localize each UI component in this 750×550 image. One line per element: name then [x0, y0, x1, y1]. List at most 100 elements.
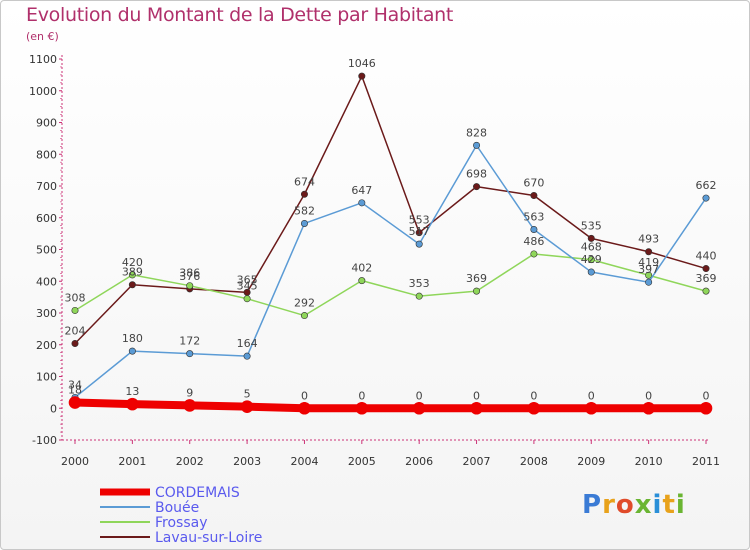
data-label-frossay: 308 [65, 291, 86, 304]
data-label-bou-e: 429 [581, 253, 602, 266]
data-point-cordemais [298, 401, 311, 415]
data-label-frossay: 468 [581, 241, 602, 254]
data-label-frossay: 419 [638, 256, 659, 269]
unit-label: (en €) [26, 30, 59, 43]
data-point-bou-e [358, 199, 366, 207]
data-label-cordemais: 0 [645, 389, 652, 402]
data-point-frossay [186, 282, 194, 290]
data-point-cordemais [470, 401, 483, 415]
logo-letter: t [662, 490, 676, 520]
data-label-lavau-sur-loire: 365 [237, 273, 258, 286]
x-tick-label: 2009 [577, 455, 605, 468]
data-label-frossay: 345 [237, 280, 258, 293]
y-tick-label: 800 [36, 148, 57, 161]
data-point-cordemais [355, 401, 369, 415]
data-point-frossay [645, 271, 653, 279]
data-label-lavau-sur-loire: 674 [294, 175, 315, 188]
data-point-frossay [300, 312, 308, 320]
data-label-lavau-sur-loire: 670 [523, 177, 544, 190]
data-point-frossay [530, 250, 538, 258]
series-line-bou-e [74, 144, 707, 399]
logo-letter: r [602, 490, 616, 520]
data-point-cordemais [126, 397, 139, 411]
data-label-cordemais: 0 [530, 389, 537, 402]
data-point-cordemais [699, 401, 713, 415]
data-label-lavau-sur-loire: 204 [65, 324, 86, 337]
data-point-frossay [243, 295, 251, 303]
x-tick-label: 2011 [692, 455, 720, 468]
data-label-frossay: 353 [409, 277, 430, 290]
data-label-cordemais: 5 [244, 388, 251, 401]
y-tick-label: 0 [50, 402, 57, 415]
y-tick-label: 900 [36, 117, 57, 130]
data-point-cordemais [642, 401, 655, 415]
x-tick-label: 2000 [61, 455, 89, 468]
series-layer [68, 72, 713, 415]
data-label-bou-e: 662 [696, 179, 717, 192]
data-label-lavau-sur-loire: 376 [179, 270, 200, 283]
data-label-cordemais: 0 [473, 389, 480, 402]
data-label-lavau-sur-loire: 1046 [348, 57, 376, 70]
data-label-cordemais: 0 [416, 389, 423, 402]
data-point-bou-e [645, 278, 653, 286]
x-tick-label: 2002 [176, 455, 204, 468]
data-label-bou-e: 172 [179, 335, 200, 348]
data-point-cordemais [412, 401, 426, 415]
data-point-cordemais [584, 401, 598, 415]
data-point-bou-e [530, 225, 538, 233]
data-label-frossay: 369 [696, 272, 717, 285]
data-point-bou-e [186, 350, 194, 358]
data-label-frossay: 420 [122, 256, 143, 269]
data-point-bou-e [702, 194, 710, 202]
data-labels: 204 389 376 365 674 1046 553 698 670 535 493 440 308… [65, 57, 717, 402]
data-point-frossay [587, 256, 595, 264]
y-tick-label: 1000 [29, 85, 57, 98]
y-tick-label: 600 [36, 212, 57, 225]
logo-letter: x [634, 490, 653, 520]
data-label-bou-e: 647 [351, 184, 372, 197]
data-point-bou-e [415, 240, 423, 248]
data-point-frossay [71, 306, 79, 314]
data-label-cordemais: 0 [703, 389, 710, 402]
data-point-frossay [128, 271, 136, 279]
data-point-lavau-sur-loire [71, 339, 79, 347]
data-label-bou-e: 582 [294, 204, 315, 217]
legend-label-cordemais: CORDEMAIS [155, 485, 240, 501]
chart-title: Evolution du Montant de la Dette par Hab… [26, 4, 454, 26]
logo-letter: i [652, 490, 663, 520]
x-tick-label: 2006 [405, 455, 433, 468]
axes: -100010020030040050060070080090010001100… [29, 53, 720, 468]
y-tick-label: 1100 [29, 53, 57, 66]
y-tick-label: 500 [36, 244, 57, 257]
data-label-lavau-sur-loire: 553 [409, 214, 430, 227]
logo-letter: o [615, 490, 635, 520]
y-tick-label: 700 [36, 180, 57, 193]
data-point-lavau-sur-loire [645, 248, 653, 256]
series-line-cordemais [71, 398, 710, 413]
data-label-lavau-sur-loire: 389 [122, 266, 143, 279]
data-label-cordemais: 9 [186, 386, 193, 399]
data-label-cordemais: 13 [125, 385, 139, 398]
data-point-frossay [702, 287, 710, 295]
data-point-lavau-sur-loire [128, 281, 136, 289]
data-point-bou-e [587, 268, 595, 276]
data-label-bou-e: 164 [237, 337, 258, 350]
data-label-lavau-sur-loire: 698 [466, 168, 487, 181]
data-point-bou-e [128, 347, 136, 355]
data-label-bou-e: 517 [409, 225, 430, 238]
y-tick-label: 300 [36, 307, 57, 320]
y-tick-label: 200 [36, 339, 57, 352]
data-label-cordemais: 0 [358, 389, 365, 402]
y-tick-label: -100 [32, 434, 57, 447]
data-label-frossay: 486 [523, 235, 544, 248]
data-point-lavau-sur-loire [702, 265, 710, 273]
x-tick-label: 2003 [233, 455, 261, 468]
data-point-lavau-sur-loire [473, 183, 481, 191]
series-line-frossay [74, 253, 707, 317]
data-point-cordemais [527, 401, 541, 415]
data-point-frossay [473, 287, 481, 295]
legend-label-bou-e: Bouée [155, 500, 199, 516]
y-tick-label: 400 [36, 275, 57, 288]
